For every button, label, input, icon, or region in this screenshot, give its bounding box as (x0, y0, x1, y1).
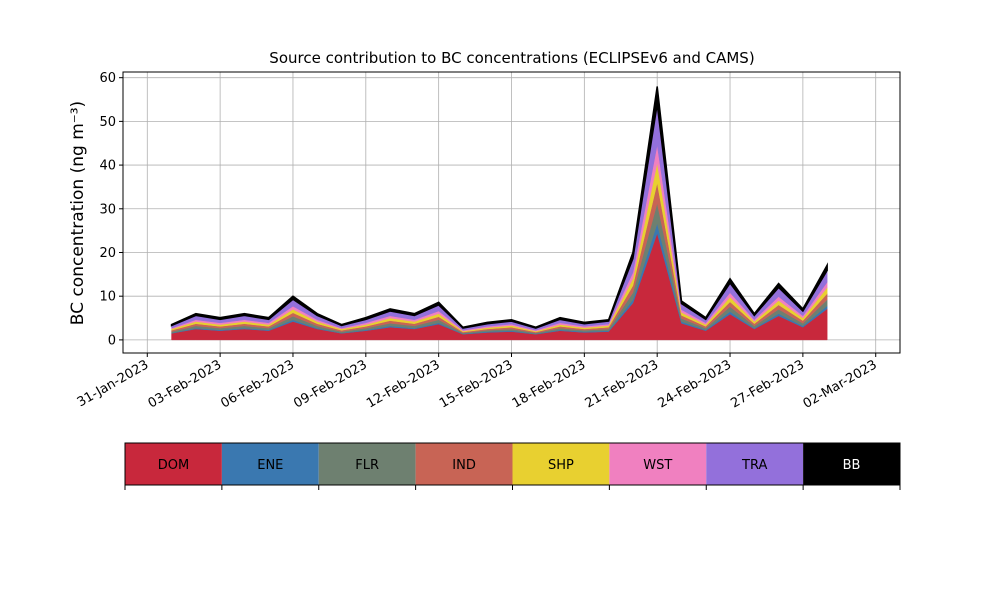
x-tick-label: 09-Feb-2023 (291, 357, 370, 411)
legend-label: WST (643, 458, 672, 473)
x-tick-label: 18-Feb-2023 (510, 357, 589, 411)
x-tick-label: 12-Feb-2023 (364, 357, 443, 411)
legend-swatch (125, 443, 222, 485)
area (170, 86, 828, 329)
legend-label: TRA (741, 458, 767, 473)
legend-swatch (609, 443, 707, 485)
legend-swatch (803, 443, 900, 485)
x-tick-label: 27-Feb-2023 (728, 357, 807, 411)
x-tick-label: 03-Feb-2023 (146, 357, 225, 411)
x-tick-label: 24-Feb-2023 (655, 357, 734, 411)
legend-swatch (318, 443, 416, 485)
y-axis-label: BC concentration (ng m⁻³) (68, 101, 88, 325)
legend-swatch (706, 443, 804, 485)
y-tick-label: 0 (108, 333, 116, 348)
x-tick-label: 15-Feb-2023 (437, 357, 516, 411)
legend-label: SHP (548, 458, 574, 473)
legend-label: FLR (355, 458, 379, 473)
chart-title: Source contribution to BC concentrations… (269, 49, 754, 67)
x-tick-label: 02-Mar-2023 (801, 357, 880, 411)
y-tick-label: 60 (99, 71, 116, 86)
x-tick-label: 21-Feb-2023 (583, 357, 662, 411)
legend-label: BB (843, 458, 861, 473)
y-tick-label: 20 (99, 246, 116, 261)
plot-frame (122, 71, 901, 354)
legend-label: ENE (257, 458, 283, 473)
y-tick-label: 10 (99, 290, 116, 305)
legend-swatch (415, 443, 513, 485)
legend-swatch (221, 443, 319, 485)
y-tick-label: 50 (99, 115, 116, 130)
legend-label: IND (452, 458, 476, 473)
x-tick-label: 31-Jan-2023 (75, 357, 152, 410)
y-tick-label: 30 (99, 202, 116, 217)
x-tick-label: 06-Feb-2023 (218, 357, 297, 411)
legend-swatch (512, 443, 610, 485)
y-tick-label: 40 (99, 159, 116, 174)
legend-label: DOM (158, 458, 189, 473)
